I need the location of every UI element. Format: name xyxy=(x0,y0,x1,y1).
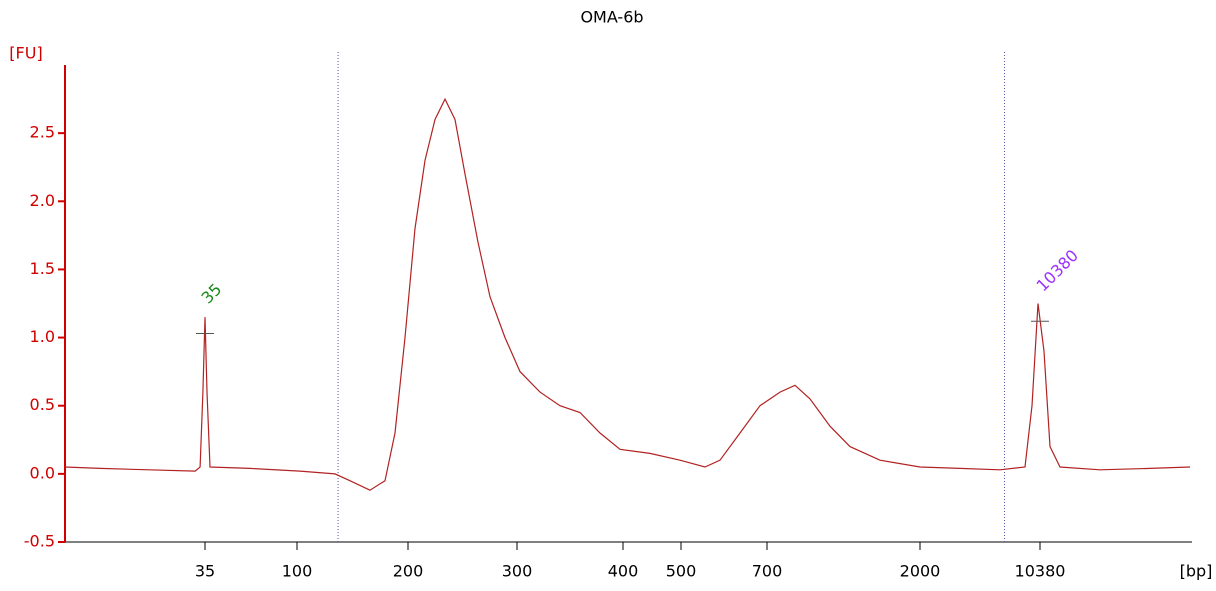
x-tick-label: 2000 xyxy=(900,562,941,581)
signal-line xyxy=(64,97,1191,491)
y-tick-label: -0.5 xyxy=(24,532,55,551)
y-tick-label: 1.5 xyxy=(30,259,55,278)
y-tick-label: 1.0 xyxy=(30,327,55,346)
x-axis-label: [bp] xyxy=(1180,562,1213,581)
peak-label: 35 xyxy=(198,280,226,308)
y-tick-label: 2.5 xyxy=(30,123,55,142)
y-tick-label: 0.0 xyxy=(30,463,55,482)
x-tick-label: 400 xyxy=(608,562,639,581)
x-tick-label: 10380 xyxy=(1015,562,1066,581)
y-tick-label: 2.0 xyxy=(30,191,55,210)
peak-label: 10380 xyxy=(1033,246,1082,295)
x-tick-label: 200 xyxy=(393,562,424,581)
x-tick-label: 35 xyxy=(195,562,215,581)
x-tick-label: 500 xyxy=(666,562,697,581)
y-axis-label: [FU] xyxy=(9,44,42,63)
chart-title: OMA-6b xyxy=(580,8,643,27)
x-tick-label: 100 xyxy=(282,562,313,581)
y-tick-label: 0.5 xyxy=(30,395,55,414)
x-tick-label: 300 xyxy=(502,562,533,581)
x-tick-label: 700 xyxy=(752,562,783,581)
